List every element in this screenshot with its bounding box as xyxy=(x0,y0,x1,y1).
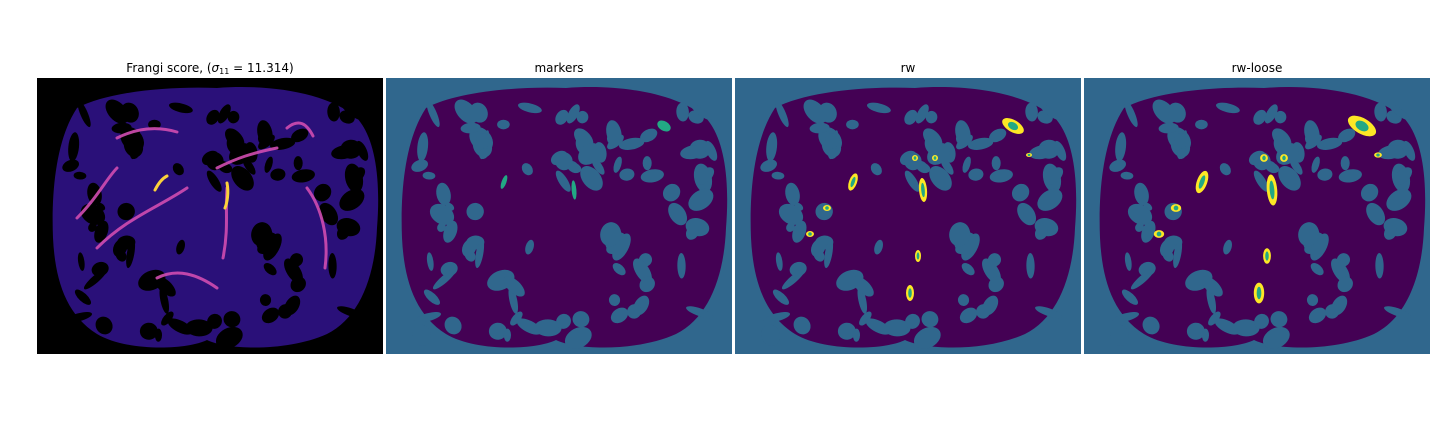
rw-loose-image xyxy=(1084,78,1430,354)
frangi-title-prefix: Frangi score, ( xyxy=(126,61,212,75)
markers-tissue xyxy=(401,87,728,349)
rw-segments xyxy=(806,118,1032,301)
rw-loose-tissue xyxy=(1099,87,1426,349)
rw-loose-segments xyxy=(1153,115,1382,304)
markers-image xyxy=(386,78,732,354)
rw-tissue xyxy=(750,87,1077,349)
frangi-title-symbol: σ xyxy=(211,61,220,75)
rw-image xyxy=(735,78,1081,354)
frangi-tissue xyxy=(52,87,379,349)
frangi-title-suffix: = 11.314) xyxy=(229,61,294,75)
frangi-panel-title: Frangi score, (σ11 = 11.314) xyxy=(37,60,383,76)
frangi-title-subscript: 11 xyxy=(219,67,230,76)
frangi-score-image xyxy=(37,78,383,354)
markers-segments xyxy=(500,120,671,200)
frangi-vessel-responses xyxy=(75,121,328,290)
rw-panel-title: rw xyxy=(900,61,916,75)
rw-loose-panel-title: rw-loose xyxy=(1231,61,1283,75)
markers-panel-title: markers xyxy=(534,61,584,75)
